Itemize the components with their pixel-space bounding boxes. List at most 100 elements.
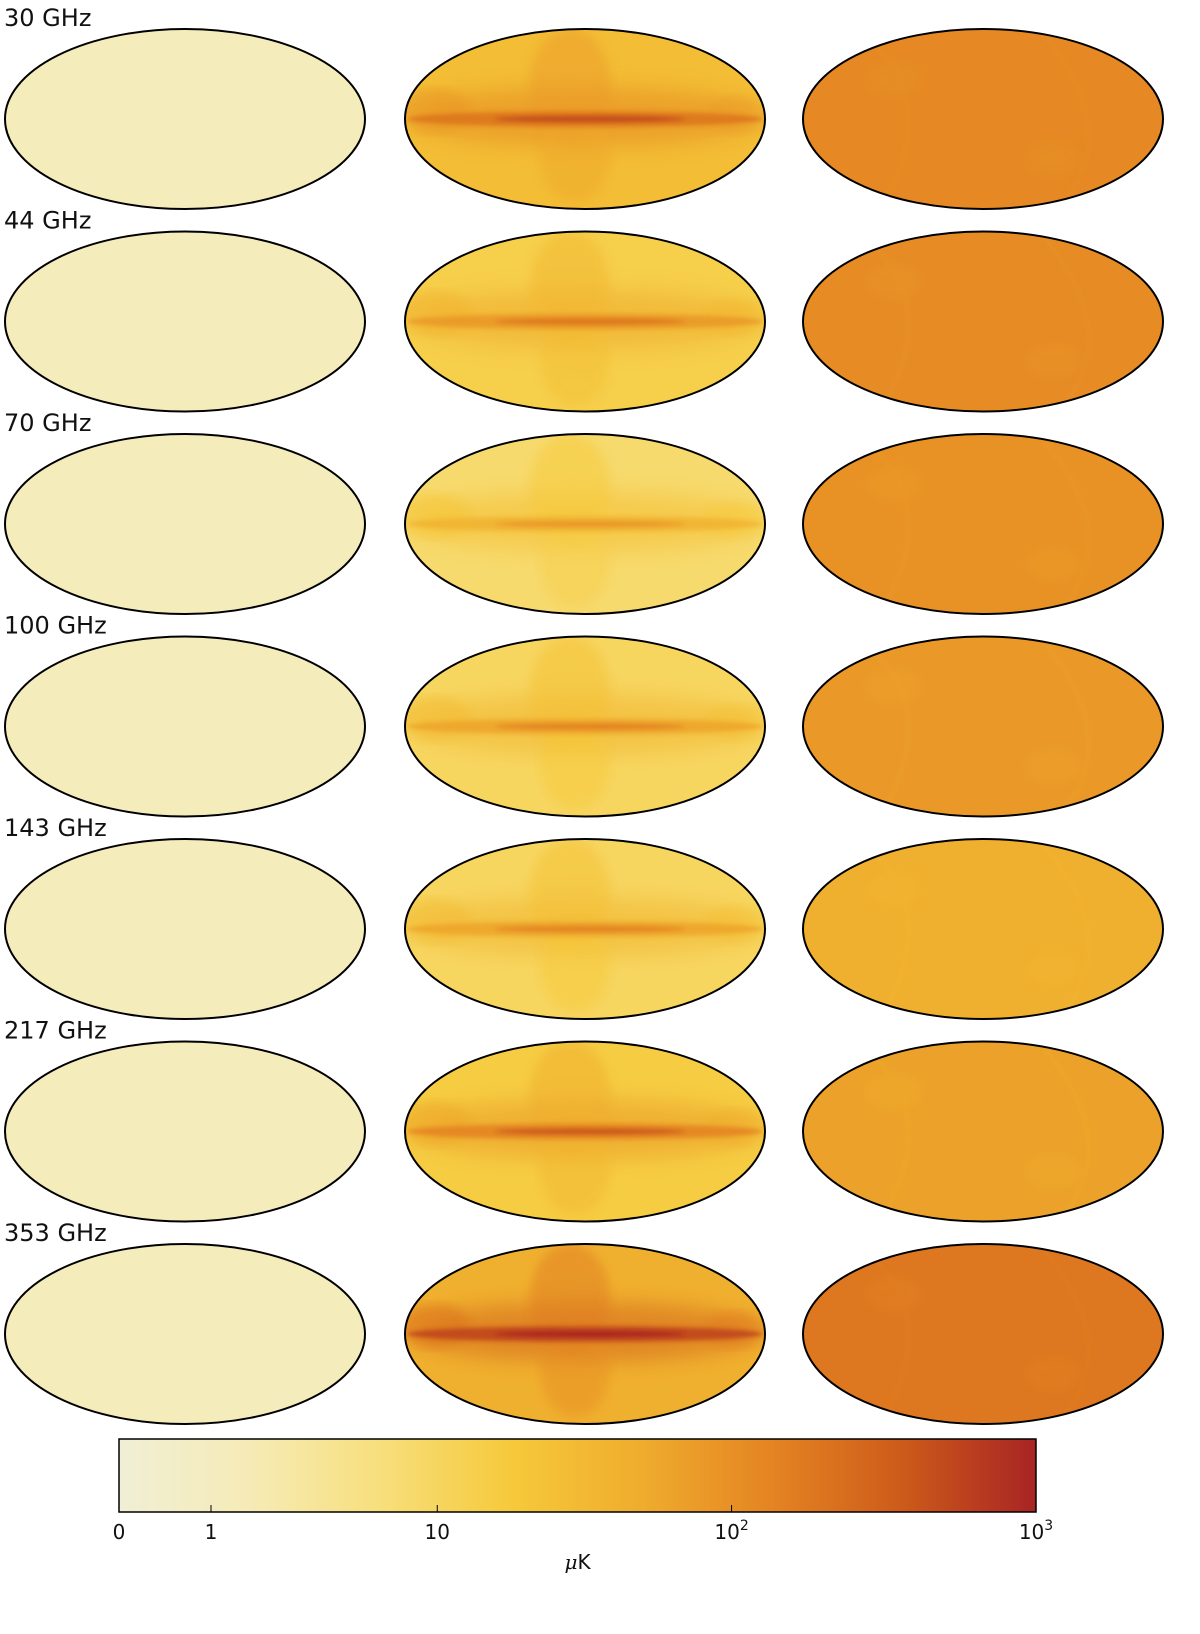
noise-map-353ghz [803,1244,1163,1424]
map-fill [5,839,365,1019]
row-label-44ghz: 44 GHz [4,207,91,235]
map-fill [803,636,1163,817]
deep-field [1025,1356,1081,1392]
scan-stripe [1040,437,1092,611]
map-fill [5,1041,365,1222]
galactic-center [495,521,685,527]
galactic-center [495,318,685,325]
total-map-70ghz [5,434,365,614]
map-outline [404,1243,766,1425]
scan-stripe [1040,234,1092,409]
foreground-map-217ghz [405,1041,765,1222]
scan-stripe [861,234,912,408]
noise-map-100ghz [803,636,1163,817]
row-label-100ghz: 100 GHz [4,612,107,640]
map-outline [404,635,766,818]
deep-field [865,1276,921,1312]
map-outline [802,1040,1164,1223]
deep-field [865,871,921,907]
deep-field [865,263,921,300]
galactic-center [495,116,685,122]
scan-stripe [1040,1247,1092,1421]
scan-stripe [861,31,912,206]
south-lobe [540,719,610,810]
map-outline [802,635,1164,818]
galactic-center [495,926,685,932]
map-outline [4,1040,366,1223]
row-label-70ghz: 70 GHz [4,409,91,437]
deep-field [865,466,921,502]
noise-map-217ghz [803,1041,1163,1222]
colorbar-tick-label: 10 [425,1520,450,1544]
colorbar-gradient [118,1438,1037,1513]
map-outline [802,838,1164,1020]
map-outline [404,28,766,210]
map-fill [5,636,365,817]
map-outline [404,433,766,615]
total-map-30ghz [5,29,365,209]
map-outline [802,28,1164,210]
deep-field [865,1073,921,1110]
foreground-map-70ghz [405,434,765,614]
map-outline [404,838,766,1020]
map-outline [802,433,1164,615]
row-label-30ghz: 30 GHz [4,4,91,32]
south-lobe [540,517,610,607]
map-fill [803,231,1163,412]
colorbar-tick-label: 103 [1019,1518,1053,1544]
map-fill [5,434,365,614]
colorbar: 0 1 10 102 103 μK [113,1438,1053,1574]
noise-map-143ghz [803,839,1163,1019]
map-outline [4,635,366,818]
south-lobe [540,112,610,202]
deep-field [1025,1153,1081,1190]
map-fill [5,231,365,412]
scan-stripe [861,436,912,611]
scan-stripe [861,639,912,813]
map-outline [4,28,366,210]
map-outline [404,230,766,413]
total-map-143ghz [5,839,365,1019]
galactic-center [495,1331,685,1337]
map-fill [5,29,365,209]
colorbar-unit-label: μK [564,1550,591,1574]
map-outline [802,230,1164,413]
colorbar-tick-label: 1 [205,1520,218,1544]
map-outline [404,1040,766,1223]
row-label-353ghz: 353 GHz [4,1219,107,1247]
foreground-map-100ghz [405,636,765,817]
deep-field [865,668,921,705]
scan-stripe [1040,1044,1092,1219]
scan-stripe [1040,842,1092,1016]
total-map-44ghz [5,231,365,412]
south-lobe [540,314,610,405]
foreground-map-353ghz [405,1244,765,1424]
deep-field [1025,141,1081,177]
deep-field [1025,343,1081,380]
map-fill [803,434,1163,614]
map-fill [803,29,1163,209]
total-map-353ghz [5,1244,365,1424]
deep-field [1025,748,1081,785]
map-outline [4,838,366,1020]
colorbar-tick-label: 0 [113,1520,126,1544]
total-map-100ghz [5,636,365,817]
total-map-217ghz [5,1041,365,1222]
south-lobe [540,1124,610,1215]
scan-stripe [861,1044,912,1218]
scan-stripe [1040,639,1092,814]
south-lobe [540,922,610,1012]
colorbar-tick-label: 102 [714,1518,748,1544]
galactic-center [495,1128,685,1135]
scan-stripe [861,1246,912,1421]
foreground-map-143ghz [405,839,765,1019]
deep-field [1025,546,1081,582]
row-label-217ghz: 217 GHz [4,1017,107,1045]
map-fill [5,1244,365,1424]
map-outline [802,1243,1164,1425]
map-outline [4,433,366,615]
map-fill [803,839,1163,1019]
scan-stripe [861,841,912,1016]
map-fill [803,1041,1163,1222]
